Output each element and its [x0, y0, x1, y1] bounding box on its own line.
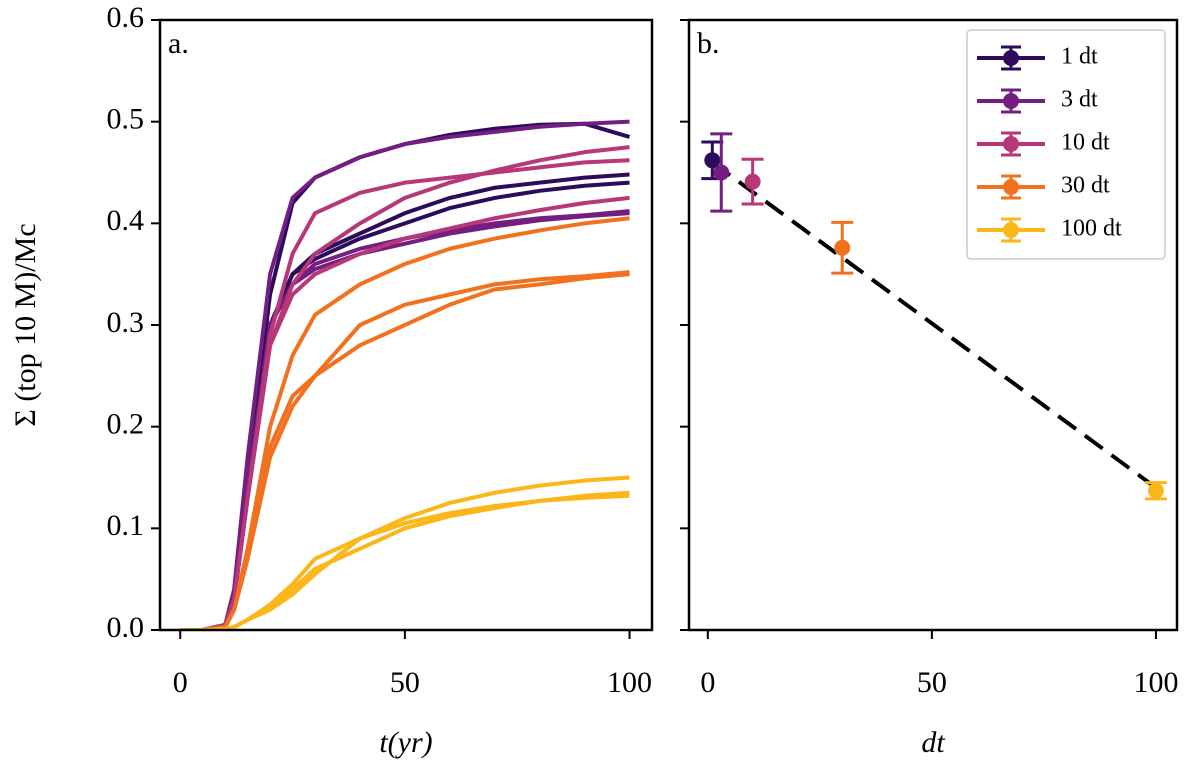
legend-marker — [1003, 93, 1019, 109]
line — [180, 270, 630, 630]
x-axis-label: t(yr) — [379, 726, 432, 759]
axes-frame — [687, 18, 1179, 632]
legend-label: 10 dt — [1061, 130, 1110, 156]
line — [180, 195, 630, 630]
y-tick-label: 0.4 — [107, 204, 145, 237]
legend-box — [966, 29, 1166, 260]
legend-marker — [1003, 136, 1019, 152]
legend-label: 30 dt — [1061, 173, 1110, 199]
legend-label: 1 dt — [1061, 44, 1098, 70]
point — [744, 173, 761, 190]
plot-area — [701, 132, 1167, 501]
fit-line — [711, 160, 1158, 490]
x-tick-label: 50 — [390, 666, 420, 699]
panel-label: a. — [168, 27, 189, 60]
legend-marker — [1003, 50, 1019, 66]
x-tick-label: 100 — [1133, 666, 1178, 699]
legend-label: 100 dt — [1061, 216, 1122, 242]
plot-area — [180, 119, 631, 630]
y-tick-label: 0.3 — [107, 306, 145, 339]
x-axis-label: dt — [921, 726, 945, 759]
x-tick-label: 0 — [700, 666, 715, 699]
panel: 0 50 100 dt b. 1 dt 3 dt 10 dt 30 dt 100 dt — [680, 18, 1179, 759]
x-tick-label: 100 — [607, 666, 652, 699]
point — [834, 239, 851, 256]
y-tick-label: 0.5 — [107, 103, 145, 136]
legend: 1 dt 3 dt 10 dt 30 dt 100 dt — [966, 29, 1166, 260]
legend-label: 3 dt — [1061, 87, 1098, 113]
panel: 0.0 0.1 0.2 0.3 0.4 0.5 0.6 0 50 100 t(yr) Σ (top 1… — [9, 1, 654, 759]
y-axis-label: Σ (top 10 M)/Mc — [9, 223, 42, 426]
y-tick-label: 0.0 — [107, 611, 145, 644]
point — [1147, 482, 1164, 499]
point — [713, 164, 730, 181]
legend-marker — [1003, 222, 1019, 238]
axes-frame — [158, 18, 654, 632]
x-tick-label: 0 — [173, 666, 188, 699]
line — [180, 211, 630, 630]
x-tick-label: 50 — [917, 666, 947, 699]
legend-marker — [1003, 179, 1019, 195]
point — [704, 152, 721, 169]
line — [180, 209, 630, 630]
y-tick-label: 0.1 — [107, 509, 145, 542]
line — [180, 493, 630, 630]
y-tick-label: 0.2 — [107, 408, 145, 441]
y-tick-label: 0.6 — [107, 1, 145, 34]
panel-label: b. — [697, 27, 720, 60]
